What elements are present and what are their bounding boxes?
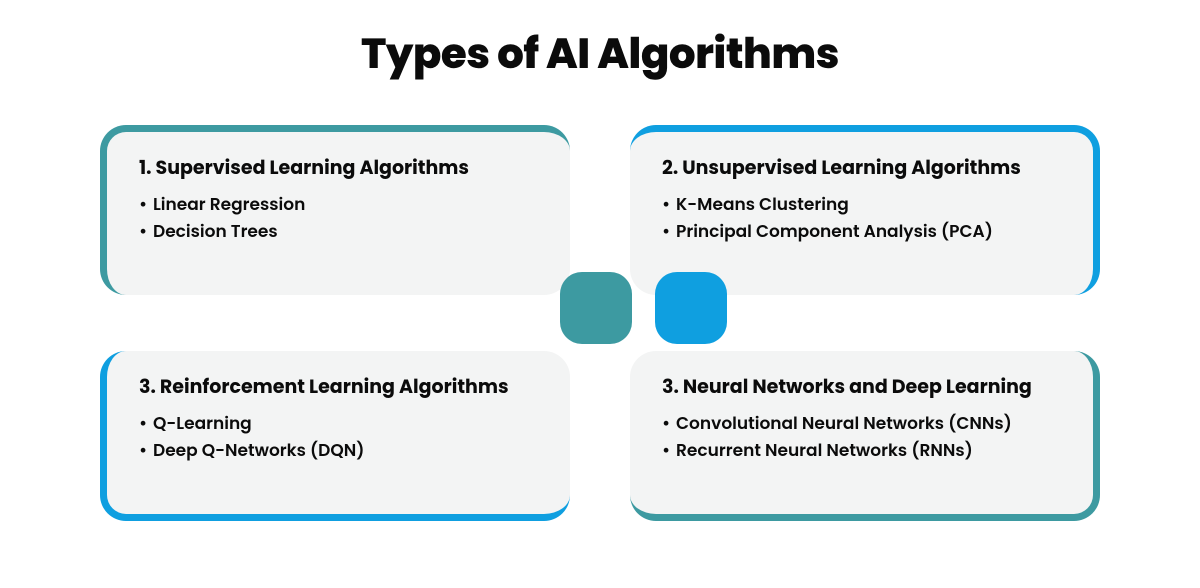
card-items: Convolutional Neural Networks (CNNs) Rec… [662,410,1063,464]
card-title: 3. Neural Networks and Deep Learning [662,375,1063,400]
list-item: Decision Trees [153,218,540,245]
decor-square-right-icon [655,272,727,344]
decor-square-left-icon [560,272,632,344]
card-unsupervised: 2. Unsupervised Learning Algorithms K-Me… [630,125,1100,295]
cards-grid: 1. Supervised Learning Algorithms Linear… [100,125,1100,521]
list-item: Deep Q-Networks (DQN) [153,437,540,464]
card-items: Q-Learning Deep Q-Networks (DQN) [139,410,540,464]
card-supervised: 1. Supervised Learning Algorithms Linear… [100,125,570,295]
list-item: Q-Learning [153,410,540,437]
list-item: Convolutional Neural Networks (CNNs) [676,410,1063,437]
list-item: Recurrent Neural Networks (RNNs) [676,437,1063,464]
page-title: Types of AI Algorithms [0,0,1200,85]
card-neural-networks: 3. Neural Networks and Deep Learning Con… [630,351,1100,521]
card-items: Linear Regression Decision Trees [139,191,540,245]
card-items: K-Means Clustering Principal Component A… [662,191,1063,245]
card-title: 2. Unsupervised Learning Algorithms [662,156,1063,181]
card-title: 1. Supervised Learning Algorithms [139,156,540,181]
card-reinforcement: 3. Reinforcement Learning Algorithms Q-L… [100,351,570,521]
list-item: Linear Regression [153,191,540,218]
list-item: Principal Component Analysis (PCA) [676,218,1063,245]
card-title: 3. Reinforcement Learning Algorithms [139,375,540,400]
list-item: K-Means Clustering [676,191,1063,218]
